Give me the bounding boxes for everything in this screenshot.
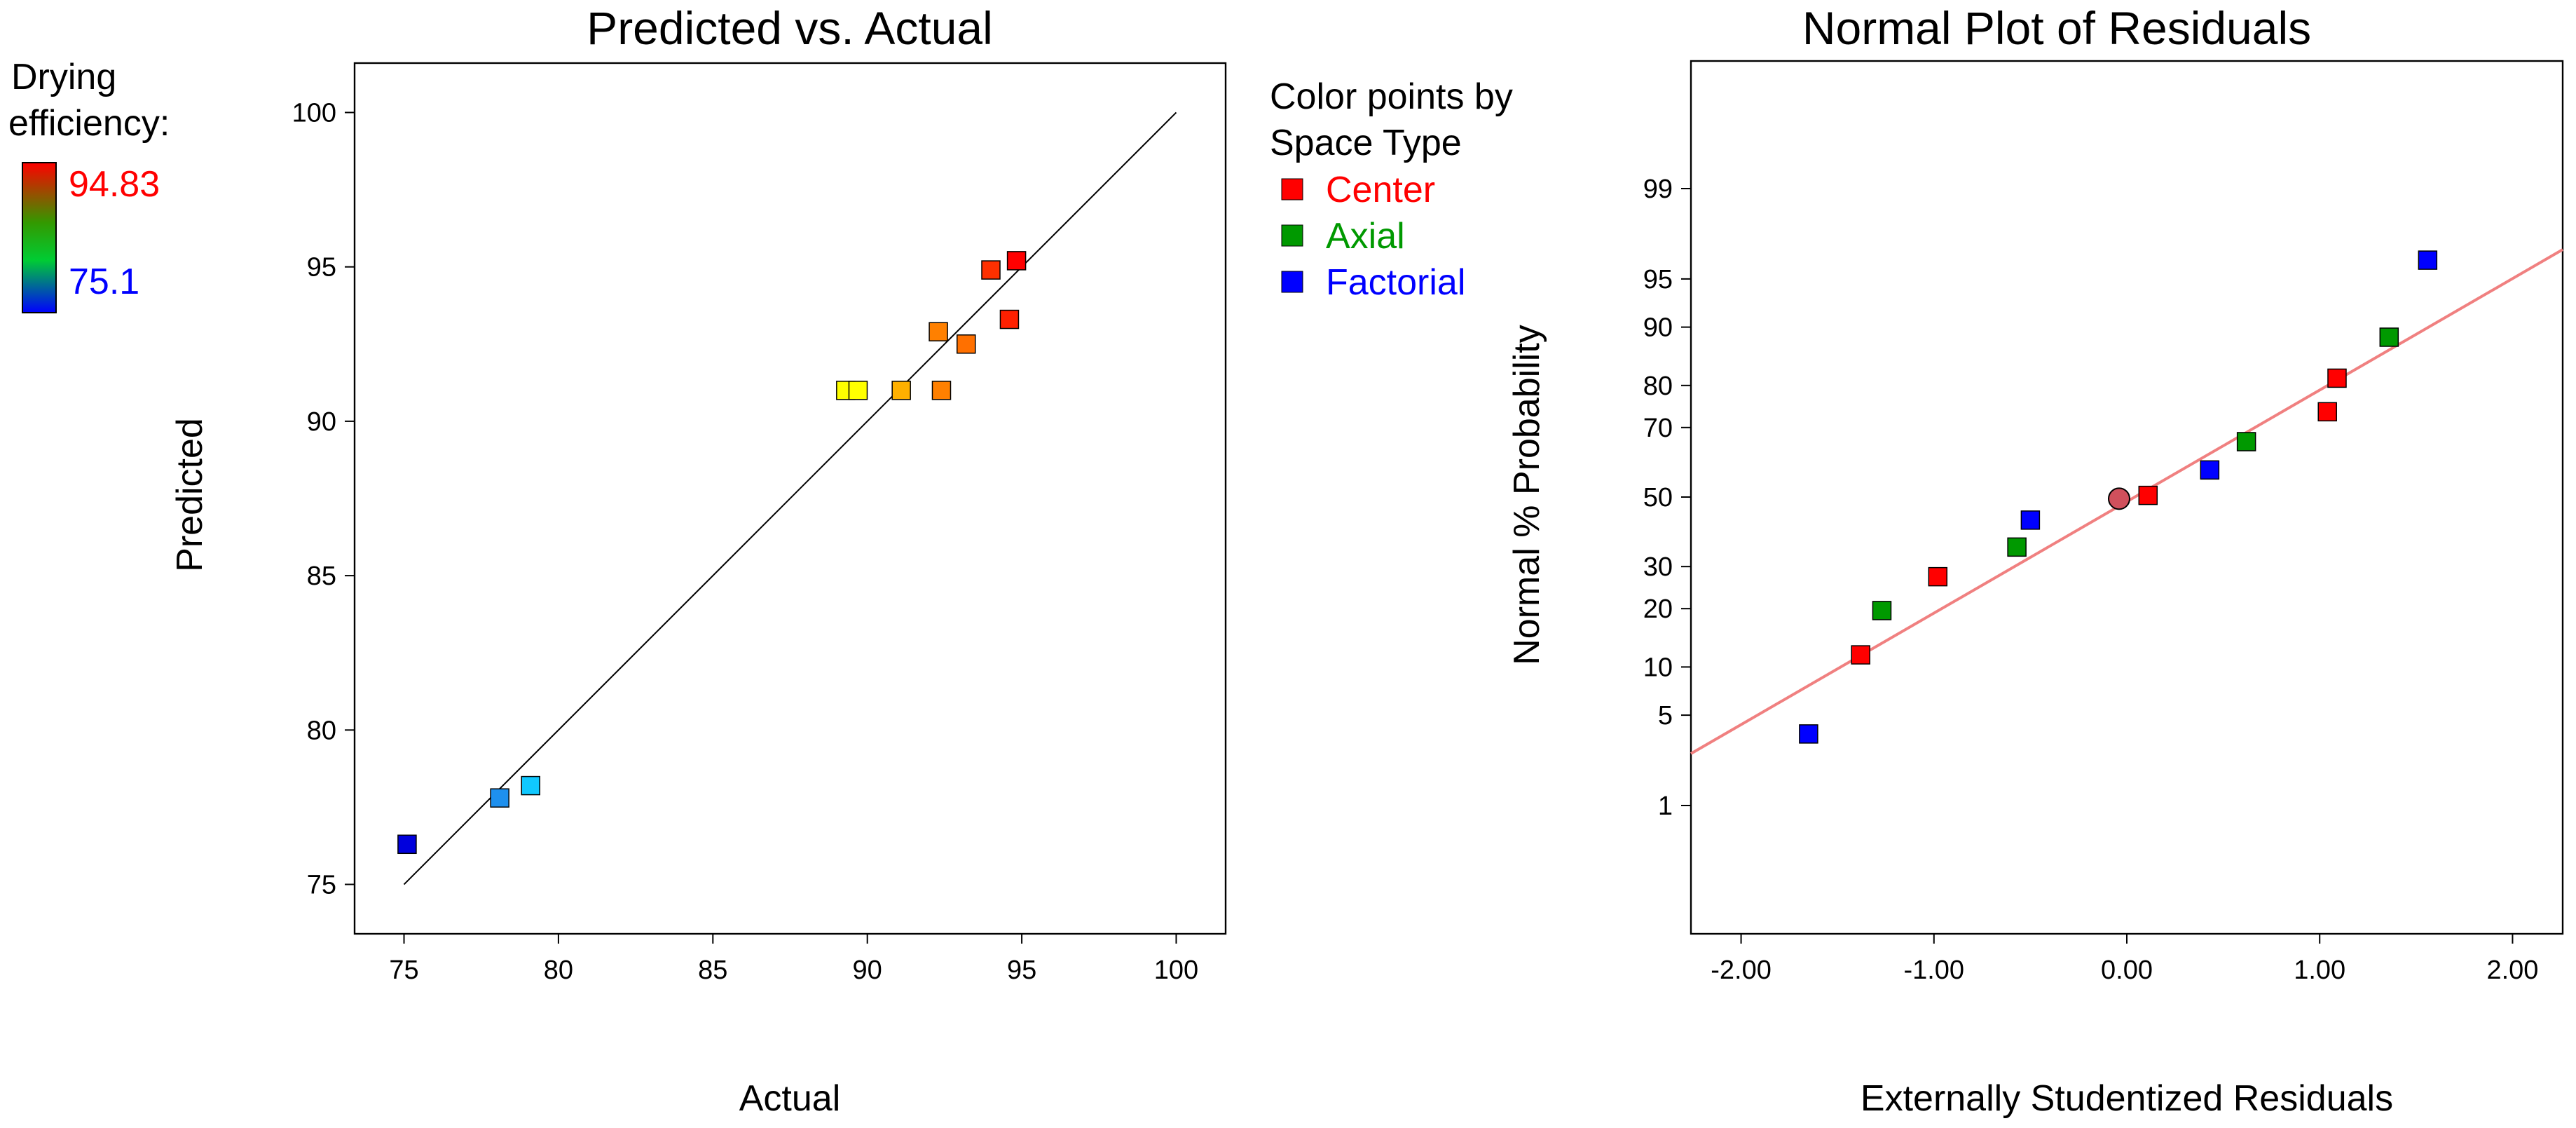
chart2-y-tick-label-20: 20: [1643, 594, 1673, 624]
chart1-point-6: [891, 381, 911, 400]
legend-factorial-swatch: [1281, 271, 1303, 293]
drying-legend-min-label: 75.1: [69, 261, 139, 302]
chart1-point-11: [999, 309, 1020, 329]
chart2-point-5: [2007, 537, 2027, 557]
chart2-tick-group: -2.00 -1.00 0.00 1.00 2.00 1 5 10 20 30 50 70 80 90 95…: [1643, 175, 2539, 985]
chart2-x-tick-label-2-00: 2.00: [2486, 956, 2538, 985]
chart1-point-12: [1006, 251, 1027, 271]
chart1-point-2: [490, 788, 509, 808]
legend-axial-label: Axial: [1326, 216, 1405, 257]
chart2-x-tick-label--1-00: -1.00: [1903, 956, 1964, 985]
chart1-y-tick-label-95: 95: [307, 253, 336, 283]
drying-legend-max-label: 94.83: [69, 164, 160, 205]
predicted-vs-actual-chart: Predicted vs. Actual 75 80 85 90 95 100 75 80 85…: [170, 2, 1227, 1119]
chart1-x-tick-label-80: 80: [544, 956, 573, 985]
legend-center-swatch: [1281, 178, 1303, 201]
chart2-points-group: [1799, 250, 2438, 744]
chart2-y-tick-label-70: 70: [1643, 414, 1673, 443]
chart2-point-8: [2138, 485, 2158, 505]
chart1-y-tick-label-100: 100: [292, 98, 336, 128]
chart1-x-tick-label-85: 85: [698, 956, 727, 985]
chart1-point-10: [981, 260, 1001, 280]
legend-factorial-label: Factorial: [1326, 262, 1465, 303]
chart2-x-tick-label-0-00: 0.00: [2101, 956, 2153, 985]
chart2-point-13: [2379, 327, 2399, 347]
chart1-y-tick-label-80: 80: [307, 716, 336, 745]
chart2-y-tick-label-1: 1: [1658, 791, 1673, 821]
chart2-x-tick-label-1-00: 1.00: [2294, 956, 2345, 985]
chart1-x-tick-label-90: 90: [853, 956, 882, 985]
chart1-point-1: [397, 834, 417, 855]
chart1-plot-frame: [353, 62, 1227, 935]
chart2-point-6: [2020, 510, 2041, 530]
chart2-point-11: [2317, 402, 2337, 422]
chart1-x-tick-label-75: 75: [389, 956, 418, 985]
space-legend-title-line1: Color points by: [1270, 76, 1513, 117]
chart2-y-tick-label-95: 95: [1643, 265, 1673, 294]
chart2-point-4: [1928, 566, 1948, 587]
chart1-x-tick-label-100: 100: [1154, 956, 1198, 985]
chart1-y-tick-label-85: 85: [307, 562, 336, 591]
space-type-legend: Color points by Space Type Center Axial …: [1270, 76, 1513, 303]
chart1-tick-group: 75 80 85 90 95 100 75 80 85 90 95 100: [292, 98, 1199, 985]
legend-axial-swatch: [1281, 224, 1303, 247]
chart1-x-axis-label: Actual: [739, 1078, 841, 1119]
drying-color-scale-bar: [22, 162, 57, 313]
drying-legend-title-line1: Drying: [11, 57, 116, 97]
chart1-point-7: [929, 322, 948, 341]
chart2-y-tick-label-30: 30: [1643, 552, 1673, 582]
chart2-point-9: [2200, 460, 2220, 480]
chart2-point-2: [1851, 645, 1870, 665]
chart2-y-tick-label-5: 5: [1658, 701, 1673, 731]
chart1-y-axis-label: Predicted: [170, 418, 210, 572]
chart2-point-1: [1799, 724, 1818, 744]
chart2-x-axis-label: Externally Studentized Residuals: [1861, 1078, 2393, 1119]
chart1-point-3: [521, 775, 540, 796]
chart2-point-14: [2418, 250, 2438, 270]
chart2-point-7: [2107, 487, 2130, 510]
legend-center-label: Center: [1326, 170, 1435, 210]
chart1-title: Predicted vs. Actual: [587, 2, 993, 54]
chart2-title: Normal Plot of Residuals: [1802, 2, 2311, 54]
chart2-y-tick-label-90: 90: [1643, 313, 1673, 343]
chart2-point-10: [2236, 432, 2256, 451]
chart1-y-tick-label-90: 90: [307, 407, 336, 437]
chart1-point-5: [848, 381, 868, 400]
chart1-point-9: [956, 334, 976, 354]
chart1-reference-line: [403, 111, 1177, 885]
chart1-x-tick-label-95: 95: [1007, 956, 1036, 985]
chart2-y-tick-label-50: 50: [1643, 483, 1673, 512]
chart1-y-tick-label-75: 75: [307, 871, 336, 900]
chart2-point-3: [1872, 601, 1892, 620]
drying-efficiency-legend: Drying efficiency: 94.83 75.1: [8, 57, 170, 313]
chart2-y-axis-label: Normal % Probability: [1507, 325, 1547, 665]
chart2-point-12: [2327, 368, 2347, 388]
drying-legend-title-line2: efficiency:: [8, 103, 170, 144]
normal-plot-residuals-chart: Normal Plot of Residuals -2.00 -1.00 0.00 1…: [1507, 2, 2564, 1119]
chart2-y-tick-label-80: 80: [1643, 372, 1673, 401]
chart2-y-tick-label-10: 10: [1643, 653, 1673, 682]
chart1-points-group: [397, 251, 1027, 855]
chart1-point-8: [931, 381, 952, 400]
space-legend-title-line2: Space Type: [1270, 123, 1462, 163]
chart2-y-tick-label-99: 99: [1643, 175, 1673, 204]
chart2-x-tick-label--2-00: -2.00: [1711, 956, 1772, 985]
